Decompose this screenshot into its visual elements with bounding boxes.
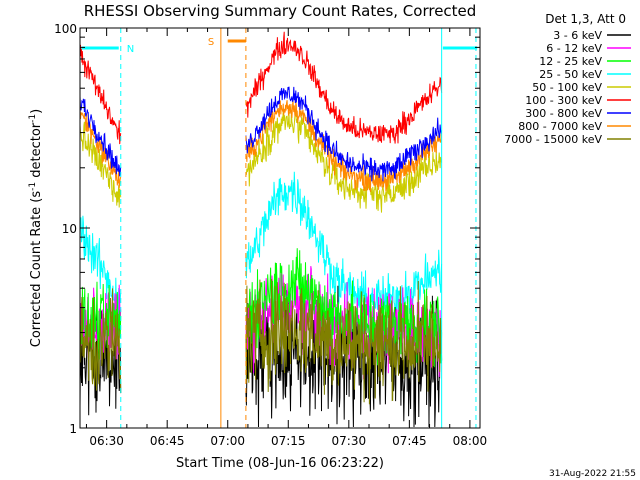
timestamp: 31-Aug-2022 21:55 bbox=[549, 469, 636, 479]
x-tick-label: 06:30 bbox=[89, 434, 124, 448]
legend-label: 300 - 800 keV bbox=[525, 107, 602, 120]
chart-title: RHESSI Observing Summary Count Rates, Co… bbox=[84, 2, 477, 20]
series-line-25-50-kev-segment-2 bbox=[245, 171, 443, 325]
x-axis-title: Start Time (08-Jun-16 06:23:22) bbox=[176, 456, 384, 471]
legend-label: 100 - 300 keV bbox=[525, 94, 602, 107]
series-line-25-50-kev-segment-1 bbox=[79, 215, 122, 321]
legend-label: 12 - 25 keV bbox=[539, 55, 602, 68]
saa-label: S bbox=[208, 37, 214, 48]
legend-label: 3 - 6 keV bbox=[553, 29, 602, 42]
series-line-800-7000-kev-segment-2 bbox=[245, 98, 443, 193]
series-line-100-300-kev-segment-2 bbox=[245, 31, 443, 144]
legend-label: 800 - 7000 keV bbox=[518, 120, 602, 133]
x-tick-label: 07:15 bbox=[271, 434, 306, 448]
series-line-7000-15000-kev-segment-2 bbox=[245, 278, 443, 405]
y-tick-label: 100 bbox=[54, 22, 77, 36]
legend-label: 6 - 12 keV bbox=[546, 42, 602, 55]
legend-label: 25 - 50 keV bbox=[539, 68, 602, 81]
x-tick-label: 07:45 bbox=[392, 434, 427, 448]
x-tick-label: 08:00 bbox=[453, 434, 488, 448]
night-label: N bbox=[127, 44, 134, 55]
data-series-layer bbox=[79, 31, 443, 428]
series-line-7000-15000-kev-segment-1 bbox=[79, 288, 122, 393]
legend-label: 50 - 100 keV bbox=[532, 81, 602, 94]
series-line-3-6-kev-segment-1 bbox=[79, 310, 122, 416]
series-line-100-300-kev-segment-1 bbox=[79, 44, 122, 145]
y-axis-title-sup1: -1 bbox=[28, 182, 38, 191]
series-line-50-100-kev-segment-1 bbox=[79, 121, 122, 208]
x-tick-label: 07:30 bbox=[332, 434, 367, 448]
series-line-50-100-kev-segment-2 bbox=[245, 108, 443, 213]
y-tick-label: 1 bbox=[69, 422, 77, 436]
y-axis-title-main: Corrected Count Rate (s bbox=[29, 191, 44, 348]
legend-label: 7000 - 15000 keV bbox=[504, 133, 602, 146]
x-tick-label: 07:00 bbox=[210, 434, 245, 448]
series-line-300-800-kev-segment-2 bbox=[245, 86, 443, 182]
y-axis-title-end: ) bbox=[29, 109, 44, 114]
y-tick-label: 10 bbox=[62, 222, 77, 236]
series-line-300-800-kev-segment-1 bbox=[79, 96, 122, 177]
axis-ticks: 06:30 06:45 07:00 07:15 07:30 07:45 08:00 1 10 10… bbox=[54, 22, 487, 448]
y-axis-title-mid: detector bbox=[29, 122, 44, 182]
y-axis-title-sup2: -1 bbox=[28, 114, 38, 123]
x-tick-label: 06:45 bbox=[150, 434, 185, 448]
legend-title: Det 1,3, Att 0 bbox=[545, 12, 626, 26]
series-line-3-6-kev-segment-2 bbox=[245, 285, 443, 428]
y-axis-title: Corrected Count Rate (s-1 detector-1) bbox=[28, 109, 44, 347]
